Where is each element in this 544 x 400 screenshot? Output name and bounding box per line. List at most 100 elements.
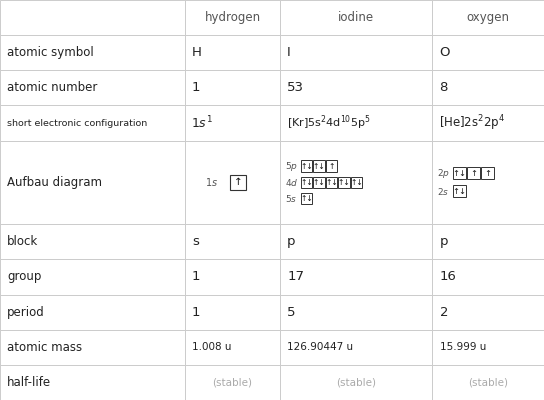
Bar <box>0 224 185 259</box>
Bar <box>185 70 280 106</box>
Bar <box>301 193 312 204</box>
Bar <box>280 365 432 400</box>
Bar <box>280 141 432 224</box>
Text: 1.008 u: 1.008 u <box>192 342 232 352</box>
Bar <box>432 330 544 365</box>
Text: 1: 1 <box>192 306 201 319</box>
Bar <box>432 365 544 400</box>
Text: $5p$: $5p$ <box>285 160 298 172</box>
Text: atomic mass: atomic mass <box>7 341 82 354</box>
Bar <box>280 294 432 330</box>
Text: oxygen: oxygen <box>467 11 510 24</box>
Text: s: s <box>192 235 199 248</box>
Bar <box>280 224 432 259</box>
Text: short electronic configuration: short electronic configuration <box>7 118 147 128</box>
Text: ↑: ↑ <box>485 169 491 178</box>
Text: 126.90447 u: 126.90447 u <box>287 342 354 352</box>
Text: $1s^{1}$: $1s^{1}$ <box>191 115 213 131</box>
Text: $1s$: $1s$ <box>205 176 218 188</box>
Text: ↑: ↑ <box>233 178 243 188</box>
Bar <box>313 177 325 188</box>
Bar <box>231 175 245 190</box>
Text: I: I <box>287 46 291 59</box>
Bar <box>280 259 432 294</box>
Text: 16: 16 <box>440 270 456 284</box>
Bar <box>351 177 362 188</box>
Text: period: period <box>7 306 45 319</box>
Text: ↑↓: ↑↓ <box>313 178 325 187</box>
Bar <box>432 259 544 294</box>
Bar <box>280 330 432 365</box>
Text: $2p$: $2p$ <box>437 167 450 180</box>
Text: hydrogen: hydrogen <box>205 11 261 24</box>
Bar <box>467 168 480 180</box>
Text: ↑↓: ↑↓ <box>350 178 363 187</box>
Bar <box>0 106 185 141</box>
Text: $\rm[He]2s^{2}2p^{4}$: $\rm[He]2s^{2}2p^{4}$ <box>439 113 505 133</box>
Text: (stable): (stable) <box>336 378 376 388</box>
Text: $5s$: $5s$ <box>285 193 297 204</box>
Bar <box>185 141 280 224</box>
Bar <box>0 0 185 35</box>
Text: ↑↓: ↑↓ <box>325 178 338 187</box>
Text: group: group <box>7 270 41 284</box>
Text: 15.999 u: 15.999 u <box>440 342 486 352</box>
Bar <box>432 106 544 141</box>
Bar <box>0 365 185 400</box>
Text: ↑: ↑ <box>329 162 335 170</box>
Bar <box>185 0 280 35</box>
Text: ↑↓: ↑↓ <box>300 178 313 187</box>
Bar <box>432 141 544 224</box>
Bar <box>280 0 432 35</box>
Text: $4d$: $4d$ <box>285 177 299 188</box>
Text: (stable): (stable) <box>468 378 508 388</box>
Bar <box>301 160 312 172</box>
Bar <box>0 70 185 106</box>
Bar <box>0 141 185 224</box>
Bar <box>0 330 185 365</box>
Bar <box>280 70 432 106</box>
Text: 1: 1 <box>192 270 201 284</box>
Text: 1: 1 <box>192 81 201 94</box>
Bar <box>432 70 544 106</box>
Text: p: p <box>287 235 296 248</box>
Bar <box>338 177 350 188</box>
Text: ↑↓: ↑↓ <box>338 178 350 187</box>
Text: 5: 5 <box>287 306 296 319</box>
Bar <box>185 224 280 259</box>
Bar <box>0 294 185 330</box>
Bar <box>185 294 280 330</box>
Text: 53: 53 <box>287 81 304 94</box>
Bar <box>301 177 312 188</box>
Bar <box>432 294 544 330</box>
Bar <box>313 160 325 172</box>
Text: half-life: half-life <box>7 376 51 389</box>
Text: ↑↓: ↑↓ <box>300 194 313 203</box>
Text: $2s$: $2s$ <box>437 186 449 197</box>
Bar <box>185 259 280 294</box>
Bar <box>185 365 280 400</box>
Text: ↑↓: ↑↓ <box>313 162 325 170</box>
Bar <box>432 35 544 70</box>
Text: Aufbau diagram: Aufbau diagram <box>7 176 102 189</box>
Bar <box>0 259 185 294</box>
Text: atomic number: atomic number <box>7 81 97 94</box>
Text: iodine: iodine <box>338 11 374 24</box>
Text: block: block <box>7 235 38 248</box>
Text: ↑↓: ↑↓ <box>453 169 467 178</box>
Text: $\rm[Kr]5s^{2}4d^{10}5p^{5}$: $\rm[Kr]5s^{2}4d^{10}5p^{5}$ <box>287 114 370 132</box>
Bar <box>453 168 466 180</box>
Bar <box>185 330 280 365</box>
Text: 17: 17 <box>287 270 304 284</box>
Bar <box>481 168 494 180</box>
Bar <box>432 0 544 35</box>
Bar <box>280 35 432 70</box>
Text: ↑↓: ↑↓ <box>453 187 467 196</box>
Text: atomic symbol: atomic symbol <box>7 46 94 59</box>
Text: (stable): (stable) <box>213 378 252 388</box>
Bar <box>0 35 185 70</box>
Text: 2: 2 <box>440 306 448 319</box>
Bar <box>453 186 466 198</box>
Text: O: O <box>440 46 450 59</box>
Text: ↑↓: ↑↓ <box>300 162 313 170</box>
